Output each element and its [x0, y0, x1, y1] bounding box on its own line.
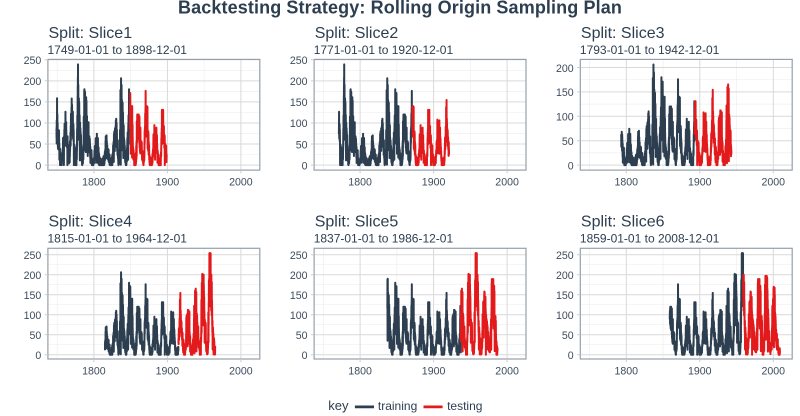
svg-text:Split: Slice6: Split: Slice6 [581, 214, 665, 231]
svg-text:0: 0 [568, 160, 574, 172]
svg-text:0: 0 [35, 160, 41, 172]
svg-text:1900: 1900 [422, 176, 446, 188]
svg-text:1749-01-01 to 1898-12-01: 1749-01-01 to 1898-12-01 [48, 43, 188, 57]
svg-text:150: 150 [24, 290, 42, 302]
svg-text:100: 100 [556, 310, 574, 322]
svg-text:1793-01-01 to 1942-12-01: 1793-01-01 to 1942-12-01 [580, 43, 720, 57]
svg-text:0: 0 [302, 350, 308, 362]
svg-text:150: 150 [556, 290, 574, 302]
svg-text:2000: 2000 [495, 176, 519, 188]
svg-text:2000: 2000 [229, 366, 253, 378]
svg-text:2000: 2000 [229, 176, 253, 188]
svg-text:250: 250 [290, 55, 308, 67]
svg-text:250: 250 [556, 250, 574, 262]
svg-text:100: 100 [290, 118, 308, 130]
svg-text:200: 200 [556, 63, 574, 75]
svg-text:key: key [328, 398, 349, 413]
svg-text:1800: 1800 [82, 176, 106, 188]
svg-text:250: 250 [290, 250, 308, 262]
svg-text:100: 100 [556, 112, 574, 124]
svg-text:Split: Slice3: Split: Slice3 [581, 25, 665, 42]
svg-text:150: 150 [290, 290, 308, 302]
svg-text:0: 0 [302, 160, 308, 172]
svg-text:training: training [378, 399, 417, 413]
svg-text:50: 50 [296, 330, 308, 342]
svg-text:testing: testing [447, 399, 482, 413]
svg-text:1800: 1800 [615, 176, 639, 188]
svg-text:2000: 2000 [495, 366, 519, 378]
svg-text:50: 50 [562, 330, 574, 342]
svg-text:Split: Slice2: Split: Slice2 [315, 25, 399, 42]
svg-text:0: 0 [35, 350, 41, 362]
svg-text:Backtesting Strategy: Rolling: Backtesting Strategy: Rolling Origin Sam… [178, 0, 622, 18]
svg-text:1900: 1900 [156, 366, 180, 378]
svg-text:50: 50 [30, 139, 42, 151]
svg-text:Split: Slice4: Split: Slice4 [49, 214, 133, 231]
svg-text:2000: 2000 [762, 366, 786, 378]
svg-text:150: 150 [24, 97, 42, 109]
svg-text:150: 150 [556, 87, 574, 99]
svg-text:200: 200 [290, 270, 308, 282]
svg-text:50: 50 [30, 330, 42, 342]
svg-text:1900: 1900 [422, 366, 446, 378]
svg-text:100: 100 [290, 310, 308, 322]
svg-text:1800: 1800 [82, 366, 106, 378]
svg-text:1900: 1900 [156, 176, 180, 188]
svg-text:1859-01-01 to 2008-12-01: 1859-01-01 to 2008-12-01 [580, 232, 720, 246]
svg-text:100: 100 [24, 118, 42, 130]
svg-text:1837-01-01 to 1986-12-01: 1837-01-01 to 1986-12-01 [314, 232, 454, 246]
svg-text:100: 100 [24, 310, 42, 322]
svg-text:200: 200 [24, 270, 42, 282]
svg-text:1800: 1800 [348, 176, 372, 188]
svg-text:0: 0 [568, 350, 574, 362]
svg-text:50: 50 [562, 136, 574, 148]
svg-text:Split: Slice5: Split: Slice5 [315, 214, 399, 231]
svg-text:1900: 1900 [688, 176, 712, 188]
svg-text:Split: Slice1: Split: Slice1 [49, 25, 133, 42]
svg-text:200: 200 [556, 270, 574, 282]
svg-text:150: 150 [290, 97, 308, 109]
svg-text:1900: 1900 [688, 366, 712, 378]
svg-text:200: 200 [24, 76, 42, 88]
svg-text:1800: 1800 [348, 366, 372, 378]
svg-text:250: 250 [24, 55, 42, 67]
svg-text:1800: 1800 [615, 366, 639, 378]
svg-text:50: 50 [296, 139, 308, 151]
svg-text:200: 200 [290, 76, 308, 88]
svg-text:250: 250 [24, 250, 42, 262]
svg-text:1771-01-01 to 1920-12-01: 1771-01-01 to 1920-12-01 [314, 43, 454, 57]
svg-text:2000: 2000 [762, 176, 786, 188]
svg-text:1815-01-01 to 1964-12-01: 1815-01-01 to 1964-12-01 [48, 232, 188, 246]
